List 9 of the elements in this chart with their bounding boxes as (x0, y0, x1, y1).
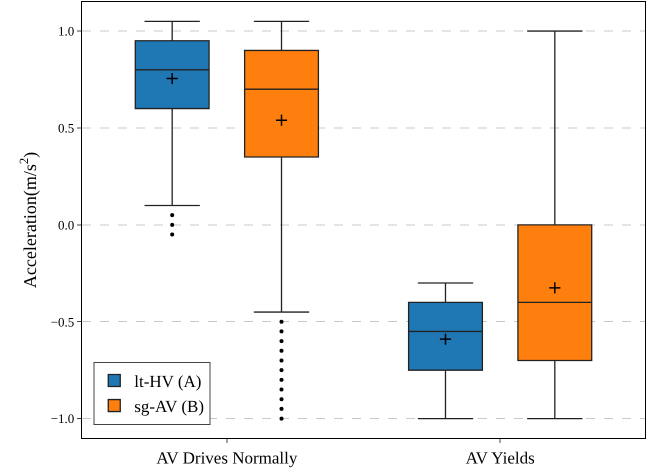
y-tick-label: 0.5 (58, 120, 74, 136)
legend-label: lt-HV (A) (134, 372, 202, 392)
y-tick-label: 1.0 (58, 24, 74, 39)
x-tick-label: AV Yields (466, 448, 535, 468)
legend-label: sg-AV (B) (134, 397, 204, 416)
y-tick-label: −1.0 (50, 411, 74, 426)
y-tick-label: 0.0 (58, 217, 74, 232)
y-tick-label: −0.5 (50, 314, 74, 330)
x-tick-label: AV Drives Normally (156, 448, 298, 468)
